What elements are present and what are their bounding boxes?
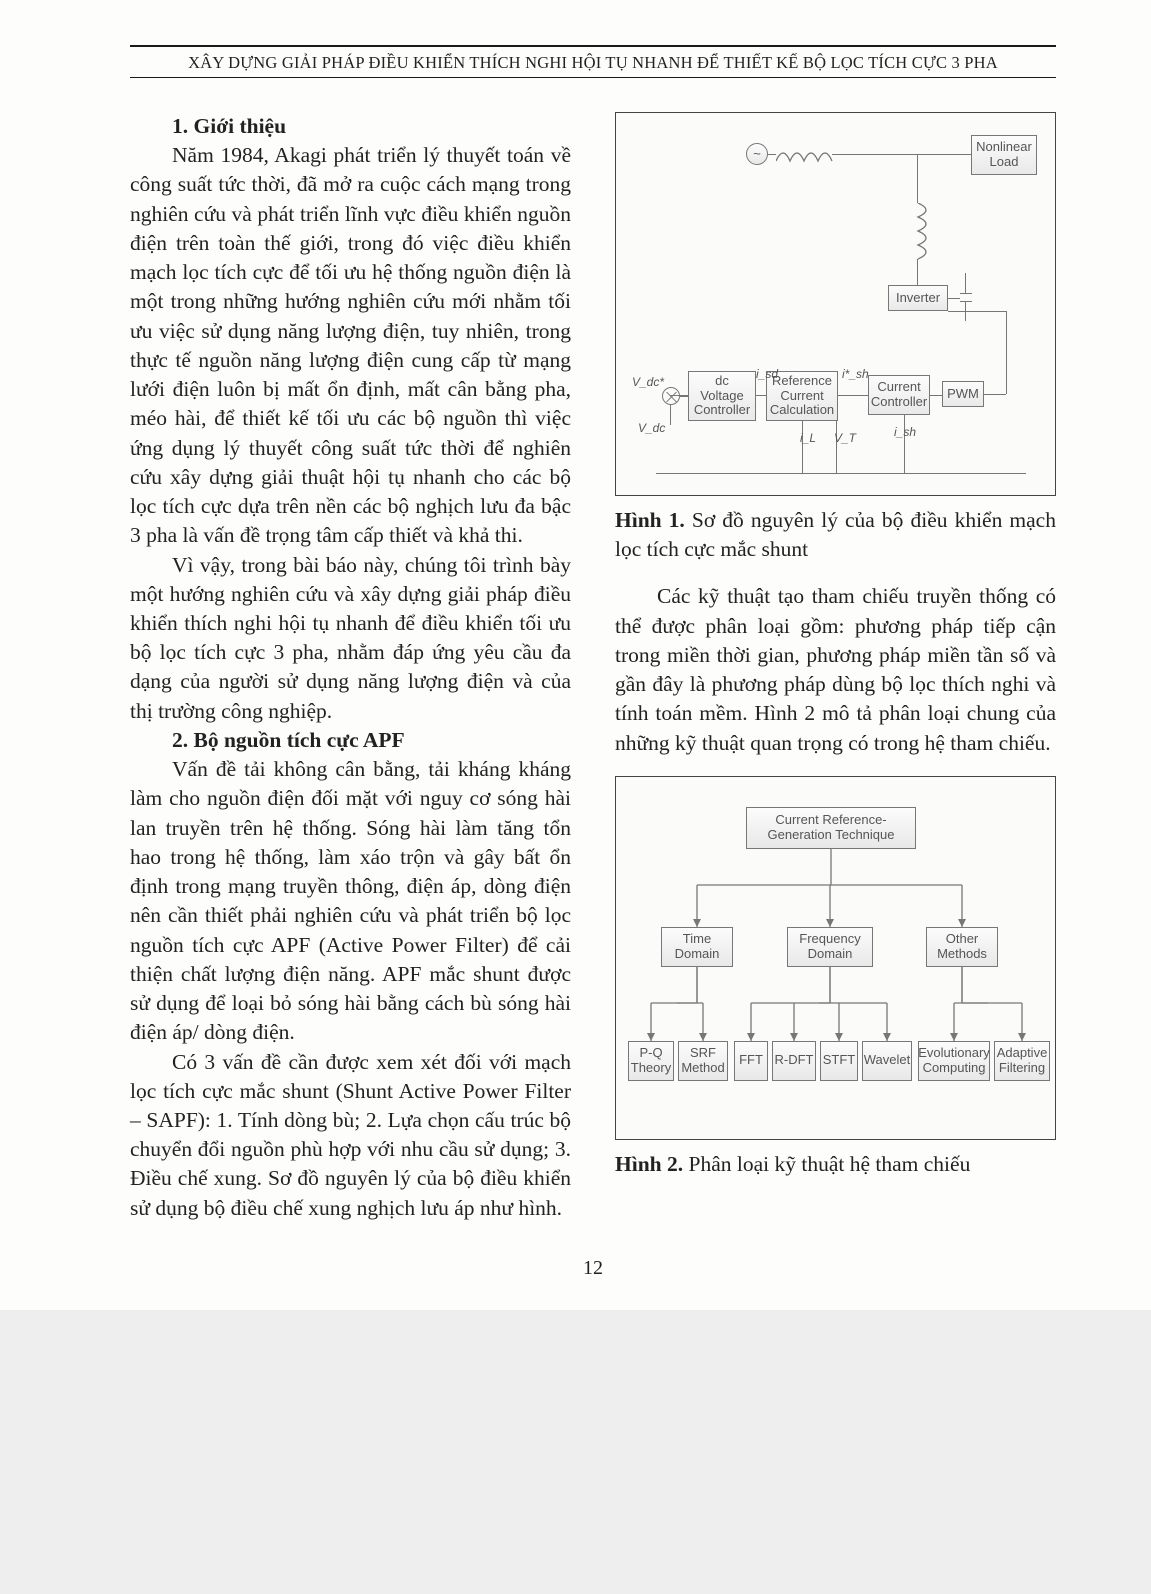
para-3: Vấn đề tải không cân bằng, tải kháng khá… bbox=[130, 755, 571, 1047]
fig2-cap-bold: Hình 2. bbox=[615, 1152, 683, 1176]
page: XÂY DỰNG GIẢI PHÁP ĐIỀU KHIỂN THÍCH NGHI… bbox=[0, 0, 1151, 1310]
fig2-cap-text: Phân loại kỹ thuật hệ tham chiếu bbox=[683, 1152, 970, 1176]
fig2-leaf-6: Evolutionary Computing bbox=[918, 1041, 990, 1081]
fig2-root: Current Reference- Generation Technique bbox=[746, 807, 916, 849]
figure-2-tree: Current Reference- Generation Technique T… bbox=[626, 789, 1045, 1129]
figure-1-schematic: ~Nonlinear LoadInverterdc Voltage Contro… bbox=[626, 125, 1045, 485]
two-columns: 1. Giới thiệu Năm 1984, Akagi phát triển… bbox=[130, 112, 1056, 1223]
fig2-leaf-5: Wavelet bbox=[862, 1041, 912, 1081]
col-left: 1. Giới thiệu Năm 1984, Akagi phát triển… bbox=[130, 112, 571, 1223]
fig2-leaf-4: STFT bbox=[820, 1041, 858, 1081]
heading-2: 2. Bộ nguồn tích cực APF bbox=[130, 726, 571, 755]
fig2-leaf-7: Adaptive Filtering bbox=[994, 1041, 1050, 1081]
fig2-mid-other: Other Methods bbox=[926, 927, 998, 967]
fig1-cap-bold: Hình 1. bbox=[615, 508, 685, 532]
figure-2-caption: Hình 2. Phân loại kỹ thuật hệ tham chiếu bbox=[615, 1150, 1056, 1179]
fig2-leaf-0: P-Q Theory bbox=[628, 1041, 674, 1081]
fig2-mid-time: Time Domain bbox=[661, 927, 733, 967]
heading-1: 1. Giới thiệu bbox=[130, 112, 571, 141]
running-head: XÂY DỰNG GIẢI PHÁP ĐIỀU KHIỂN THÍCH NGHI… bbox=[130, 47, 1056, 77]
col-right: ~Nonlinear LoadInverterdc Voltage Contro… bbox=[615, 112, 1056, 1223]
figure-2-box: Current Reference- Generation Technique T… bbox=[615, 776, 1056, 1140]
fig2-leaf-1: SRF Method bbox=[678, 1041, 728, 1081]
right-para-1: Các kỹ thuật tạo tham chiếu truyền thống… bbox=[615, 582, 1056, 757]
figure-1-box: ~Nonlinear LoadInverterdc Voltage Contro… bbox=[615, 112, 1056, 496]
page-number: 12 bbox=[130, 1257, 1056, 1280]
fig2-mid-freq: Frequency Domain bbox=[787, 927, 873, 967]
para-2: Vì vậy, trong bài báo này, chúng tôi trì… bbox=[130, 551, 571, 726]
fig1-inner-frame bbox=[626, 125, 1045, 485]
para-1: Năm 1984, Akagi phát triển lý thuyết toá… bbox=[130, 141, 571, 550]
para-4: Có 3 vấn đề cần được xem xét đối với mạc… bbox=[130, 1048, 571, 1223]
figure-1-caption: Hình 1. Sơ đồ nguyên lý của bộ điều khiể… bbox=[615, 506, 1056, 564]
fig2-leaf-3: R-DFT bbox=[772, 1041, 816, 1081]
fig2-leaf-2: FFT bbox=[734, 1041, 768, 1081]
rule-thin bbox=[130, 77, 1056, 78]
